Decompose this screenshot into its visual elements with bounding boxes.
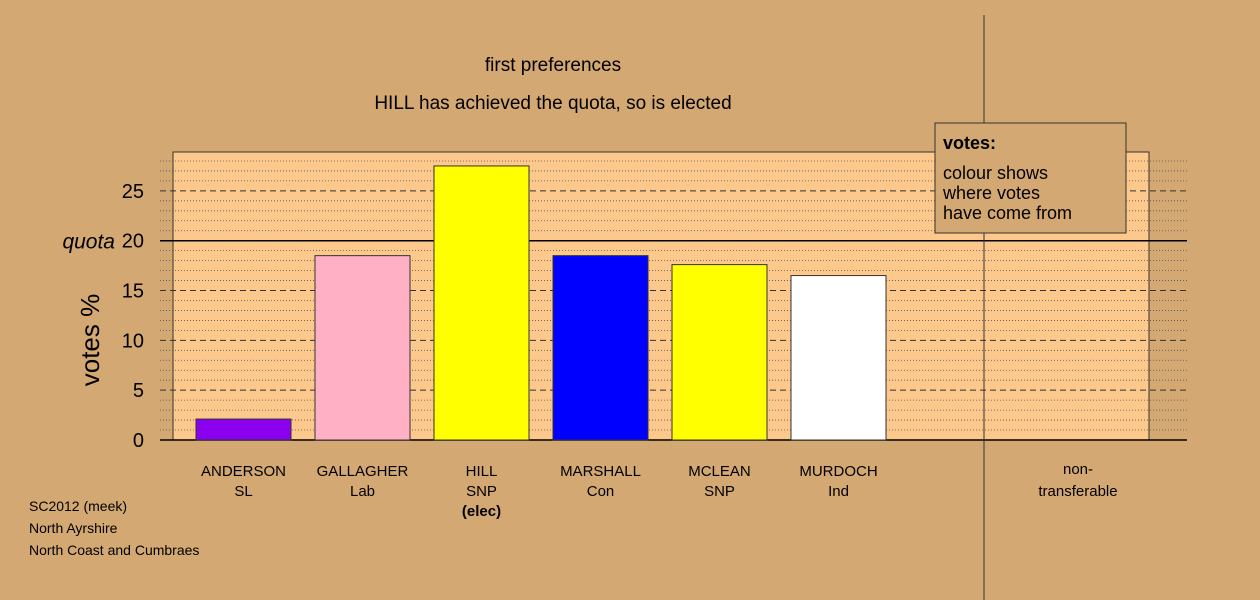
legend-text: where votes [942,183,1040,203]
legend-text: colour shows [943,163,1048,183]
y-axis-title: votes % [75,294,105,387]
candidate-party: SL [234,483,252,500]
legend-title: votes: [943,133,996,153]
candidate-name: MURDOCH [799,463,877,480]
candidate-party: SNP [466,483,497,500]
footer-system: SC2012 (meek) [29,498,128,514]
y-tick-label: 5 [133,380,144,402]
candidate-party: Lab [350,483,375,500]
bar-gallagher [314,255,411,441]
legend-text: have come from [943,203,1072,223]
y-tick-label: 25 [122,181,144,203]
candidate-party: Con [587,483,615,500]
candidate-name: ANDERSON [201,463,286,480]
y-tick-label: 0 [133,430,144,452]
y-tick-label: 20 [122,231,144,253]
bar-anderson [195,418,292,441]
bar-mclean [671,264,768,441]
candidate-status: (elec) [462,503,501,520]
footer-ward: North Coast and Cumbraes [29,542,200,558]
nontransferable-label-2: transferable [1038,483,1117,500]
y-tick-label: 10 [122,330,144,352]
nontransferable-label-1: non- [1063,461,1093,478]
candidate-party: Ind [828,483,849,500]
bar-murdoch [790,275,887,441]
candidate-name: GALLAGHER [317,463,409,480]
footer-council: North Ayrshire [29,520,118,536]
chart-subtitle: HILL has achieved the quota, so is elect… [374,93,731,114]
chart-title: first preferences [485,55,621,76]
candidate-name: HILL [466,463,498,480]
bar-hill [433,165,530,441]
y-tick-label: 15 [122,281,144,303]
quota-label: quota [62,231,115,254]
legend-box [934,122,1127,234]
candidate-name: MARSHALL [560,463,641,480]
bar-marshall [552,255,649,441]
candidate-name: MCLEAN [688,463,751,480]
candidate-party: SNP [704,483,735,500]
